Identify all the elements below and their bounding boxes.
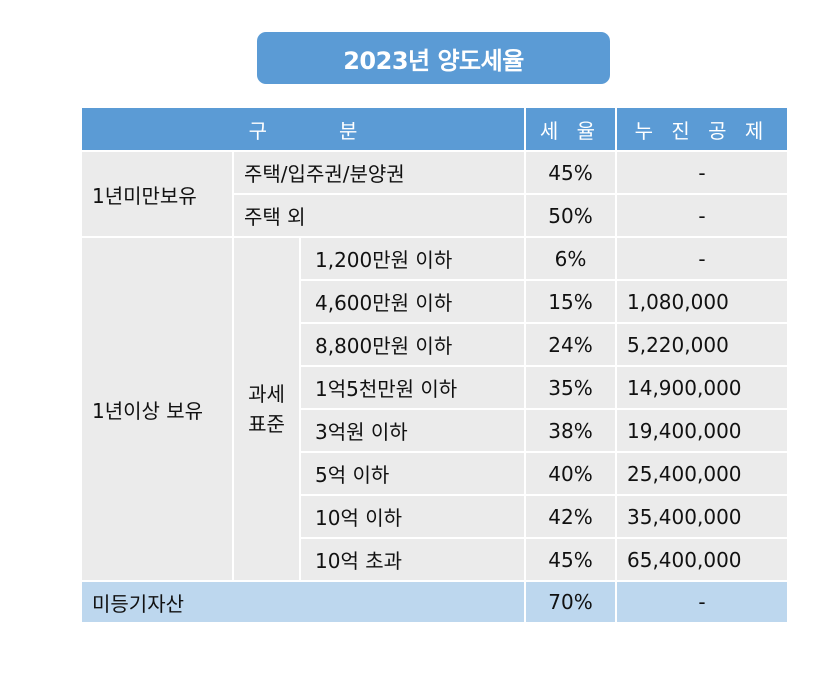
row-deduction: 14,900,000 xyxy=(615,365,789,410)
row-deduction: - xyxy=(615,236,789,281)
table-row: 10억 이하 42% 35,400,000 xyxy=(81,494,789,539)
row-deduction: - xyxy=(615,193,789,238)
row-rate: 38% xyxy=(524,408,617,453)
table-row: 1년미만보유 주택/입주권/분양권 45% - xyxy=(80,150,789,238)
row-deduction: 25,400,000 xyxy=(615,451,789,496)
row-item: 주택 외 xyxy=(232,193,526,238)
group-unregistered: 미등기자산 xyxy=(80,580,526,624)
group-tax-base: 과세 표준 xyxy=(232,236,301,582)
tax-base-line1: 과세 xyxy=(248,382,285,406)
row-deduction: 35,400,000 xyxy=(615,494,789,539)
group-over-one-year: 1년이상 보유 xyxy=(80,236,234,582)
row-item: 10억 이하 xyxy=(299,494,526,539)
row-rate: 45% xyxy=(524,150,617,195)
row-rate: 42% xyxy=(524,494,617,539)
row-deduction: 1,080,000 xyxy=(615,279,789,324)
table-row: 주택 외 50% - xyxy=(81,193,789,238)
row-item: 1,200만원 이하 xyxy=(299,236,526,281)
row-deduction: 19,400,000 xyxy=(615,408,789,453)
header-category-char1: 구 xyxy=(248,118,267,143)
table-row: 1년이상 보유 과세 표준 1,200만원 이하 6% - xyxy=(80,236,789,582)
table-row-unregistered: 미등기자산 70% - xyxy=(80,580,789,624)
row-item: 4,600만원 이하 xyxy=(299,279,526,324)
group-under-one-year: 1년미만보유 xyxy=(80,150,234,238)
row-rate: 6% xyxy=(524,236,617,281)
row-rate: 50% xyxy=(524,193,617,238)
row-deduction: - xyxy=(615,580,789,624)
row-deduction: 65,400,000 xyxy=(615,537,789,582)
table-row: 3억원 이하 38% 19,400,000 xyxy=(81,408,789,453)
row-item: 10억 초과 xyxy=(299,537,526,582)
header-tax-rate: 세 율 xyxy=(524,106,617,152)
table-row: 1억5천만원 이하 35% 14,900,000 xyxy=(81,365,789,410)
table-row: 8,800만원 이하 24% 5,220,000 xyxy=(81,322,789,367)
table-row: 5억 이하 40% 25,400,000 xyxy=(81,451,789,496)
row-item: 1억5천만원 이하 xyxy=(299,365,526,410)
row-rate: 24% xyxy=(524,322,617,367)
row-rate: 35% xyxy=(524,365,617,410)
header-category-char2: 분 xyxy=(339,118,358,143)
table-row: 4,600만원 이하 15% 1,080,000 xyxy=(81,279,789,324)
row-item: 3억원 이하 xyxy=(299,408,526,453)
tax-base-line2: 표준 xyxy=(248,412,285,436)
row-rate: 40% xyxy=(524,451,617,496)
row-item: 5억 이하 xyxy=(299,451,526,496)
table-row: 10억 초과 45% 65,400,000 xyxy=(81,537,789,582)
row-deduction: 5,220,000 xyxy=(615,322,789,367)
row-item: 주택/입주권/분양권 xyxy=(232,150,526,195)
row-rate: 45% xyxy=(524,537,617,582)
page-title: 2023년 양도세율 xyxy=(257,32,610,84)
row-deduction: - xyxy=(615,150,789,195)
row-rate: 15% xyxy=(524,279,617,324)
row-item: 8,800만원 이하 xyxy=(299,322,526,367)
header-progressive-deduction: 누 진 공 제 xyxy=(615,106,789,152)
row-rate: 70% xyxy=(524,580,617,624)
